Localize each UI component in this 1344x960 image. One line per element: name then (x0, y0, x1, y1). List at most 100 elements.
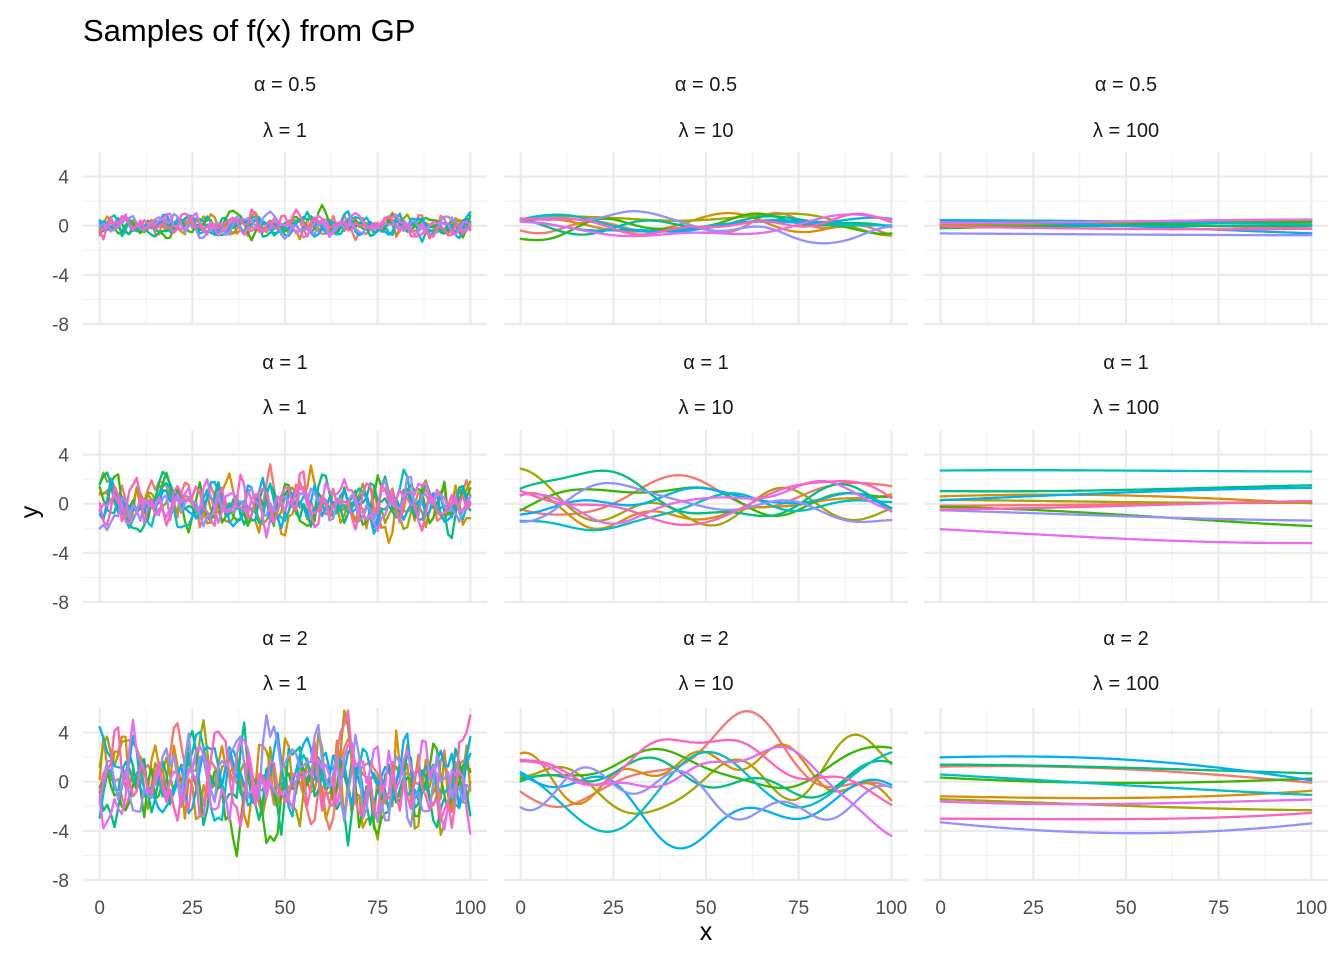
facet-panel: α = 2 λ = 100 0 25 50 75 100 (924, 628, 1328, 919)
series-line (519, 750, 893, 833)
series-line (519, 469, 893, 518)
facet-strip-alpha: α = 2 (262, 628, 307, 650)
series-line (519, 467, 893, 527)
x-tick-label: 50 (1115, 898, 1136, 919)
series-line (939, 493, 1313, 505)
facet-strip-lambda: λ = 1 (263, 673, 307, 695)
series-line (98, 725, 472, 815)
series-line (98, 208, 472, 241)
facet-strip-lambda: λ = 100 (1093, 397, 1159, 419)
series-line (939, 798, 1313, 812)
series-line (519, 733, 893, 815)
facet-strip-lambda: λ = 100 (1093, 120, 1159, 142)
series-line (98, 211, 472, 239)
series-line (98, 468, 472, 535)
y-tick-label: -8 (52, 315, 69, 336)
series-line (98, 470, 472, 540)
facet-strip-lambda: λ = 1 (263, 397, 307, 419)
series-line (939, 469, 1313, 473)
series-line (939, 218, 1313, 225)
facet-strip-lambda: λ = 10 (678, 397, 733, 419)
series-line (939, 528, 1313, 545)
series-line (519, 213, 893, 238)
facet-panel: α = 0.5 λ = 1 4 0 -4 -8 (52, 74, 487, 336)
facet-panel: α = 2 λ = 10 0 25 50 75 100 (504, 628, 908, 919)
facet-strip-alpha: α = 0.5 (254, 74, 316, 96)
x-tick-label: 50 (274, 898, 295, 919)
facet-panel: α = 1 λ = 1 4 0 -4 -8 (52, 352, 487, 614)
facet-strip-alpha: α = 2 (1103, 628, 1148, 650)
series-line (519, 745, 893, 790)
series-line (519, 745, 893, 837)
facet-strip-alpha: α = 0.5 (675, 74, 737, 96)
y-tick-label: 4 (58, 724, 69, 745)
series-line (98, 470, 472, 532)
x-tick-label: 75 (788, 898, 809, 919)
y-axis-title: y (16, 505, 44, 518)
x-tick-label: 75 (1208, 898, 1229, 919)
series-line (519, 492, 893, 530)
x-tick-label: 100 (1295, 898, 1327, 919)
series-line (98, 476, 472, 530)
series-line (519, 481, 893, 524)
series-line (98, 709, 472, 830)
series-line (98, 730, 472, 822)
chart-title: Samples of f(x) from GP (83, 13, 415, 48)
series-line (939, 776, 1313, 785)
series-line (939, 509, 1313, 522)
y-tick-label: 4 (58, 446, 69, 467)
x-axis-title: x (700, 918, 713, 946)
series-line (939, 486, 1313, 502)
series-line (519, 773, 893, 850)
x-tick-label: 75 (367, 898, 388, 919)
facet-panel: α = 2 λ = 1 4 0 -4 -8 0 25 50 75 100 (52, 628, 487, 919)
x-tick-label: 25 (1023, 898, 1044, 919)
facet-strip-alpha: α = 1 (262, 352, 307, 374)
facet-strip-alpha: α = 1 (683, 352, 728, 374)
facet-strip-lambda: λ = 100 (1093, 673, 1159, 695)
facet-strip-lambda: λ = 10 (678, 120, 733, 142)
series-line (519, 486, 893, 516)
facet-panel: α = 1 λ = 10 (504, 352, 908, 604)
facet-panels: α = 0.5λ = 140-4-8α = 0.5λ = 10α = 0.5λ … (52, 74, 1328, 919)
series-line (519, 480, 893, 526)
series-line (939, 499, 1313, 511)
x-tick-label: 0 (515, 898, 526, 919)
x-tick-label: 50 (695, 898, 716, 919)
series-line (98, 714, 472, 828)
series-line (939, 218, 1313, 235)
facet-panel: α = 1 λ = 100 (924, 352, 1328, 604)
y-tick-label: -4 (52, 544, 69, 565)
facet-strip-lambda: λ = 10 (678, 673, 733, 695)
x-tick-label: 25 (182, 898, 203, 919)
series-line (939, 773, 1313, 797)
series-line (939, 225, 1313, 231)
x-tick-label: 0 (94, 898, 105, 919)
series-line (939, 821, 1313, 835)
y-tick-label: 0 (58, 773, 69, 794)
x-tick-label: 0 (935, 898, 946, 919)
y-tick-label: 4 (58, 168, 69, 189)
y-tick-label: 0 (58, 495, 69, 516)
series-line (519, 212, 893, 236)
y-tick-label: -4 (52, 822, 69, 843)
y-tick-label: -4 (52, 266, 69, 287)
series-line (939, 811, 1313, 821)
series-line (939, 789, 1313, 800)
facet-strip-alpha: α = 0.5 (1095, 74, 1157, 96)
x-tick-label: 25 (603, 898, 624, 919)
series-line (519, 766, 893, 821)
series-line (939, 232, 1313, 237)
facet-panel: α = 0.5 λ = 10 (504, 74, 908, 326)
y-tick-label: -8 (52, 593, 69, 614)
y-tick-label: -8 (52, 871, 69, 892)
x-tick-label: 100 (875, 898, 907, 919)
series-line (939, 484, 1313, 493)
series-line (519, 738, 893, 807)
y-tick-label: 0 (58, 217, 69, 238)
facet-strip-alpha: α = 1 (1103, 352, 1148, 374)
series-line (939, 755, 1313, 782)
series-line (519, 710, 893, 809)
series-line (98, 477, 472, 539)
facet-strip-lambda: λ = 1 (263, 120, 307, 142)
